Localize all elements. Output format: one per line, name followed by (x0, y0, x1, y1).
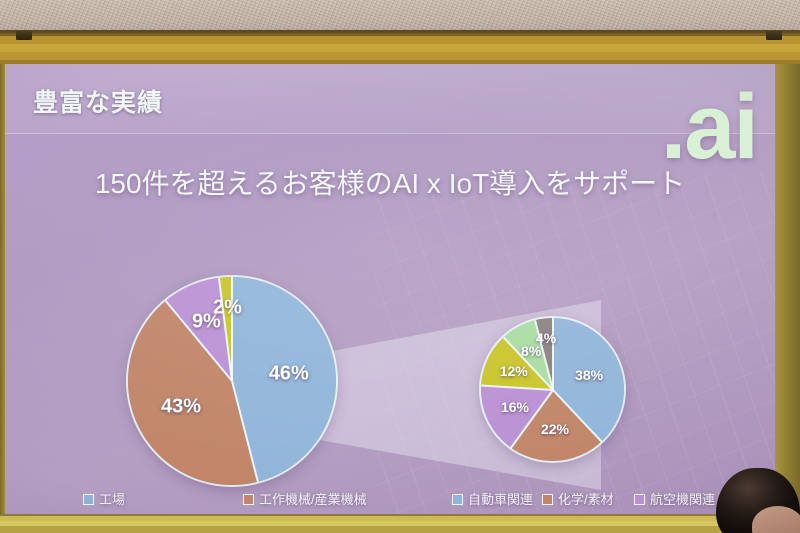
screen-frame-right (775, 64, 800, 516)
ceiling-texture (0, 0, 800, 34)
pie-slice-label: 22% (540, 420, 569, 437)
legend-label: 工作機械/産業機械 (259, 492, 367, 507)
legend-label: 化学/素材 (558, 492, 614, 507)
pie-slice-label: 16% (500, 399, 529, 416)
slide-header-band (5, 64, 775, 134)
pie-slice-label: 9% (191, 310, 221, 333)
pie-slice-label: 38% (575, 367, 604, 384)
pie-slice-separator (551, 388, 603, 443)
legend-right-item: 自動車関連 (452, 493, 542, 506)
pie-slice-separator (164, 300, 233, 382)
screen-mount-bracket-right (766, 31, 782, 40)
ai-logo: .ai (660, 76, 759, 178)
pie-slice-label: 46% (268, 362, 309, 385)
screen-frame-bottom (0, 514, 800, 533)
pie-chart-right: 38% 22% 16% 12% 8% 4% (481, 318, 624, 461)
pie-slice-separator (551, 318, 554, 390)
pie-chart-left: 46% 43% 9% 2% (128, 277, 336, 485)
legend-right-item: 航空機関連 (634, 493, 744, 506)
slide-canvas: 豊富な実績 .ai 150件を超えるお客様のAI x IoT導入をサポート 46… (5, 64, 775, 514)
legend-swatch-icon (83, 494, 94, 505)
pie-slice-separator (217, 277, 233, 382)
legend-label: 工場 (99, 492, 126, 507)
pie-slice-separator (509, 388, 554, 448)
screen-mount-bracket-left (16, 31, 32, 40)
pie-slice-separator (533, 319, 554, 390)
pie-slice-separator (231, 380, 259, 482)
legend-label: 航空機関連 (650, 492, 716, 507)
audience-head-silhouette (716, 462, 800, 533)
legend-left-item: 工作機械/産業機械 (243, 493, 423, 506)
face-shape (752, 506, 800, 533)
slide-headline: 150件を超えるお客様のAI x IoT導入をサポート (94, 168, 686, 199)
legend-right-item: 化学/素材 (542, 493, 634, 506)
screen-frame-left (0, 64, 5, 516)
legend-swatch-icon (542, 494, 553, 505)
legend-swatch-icon (452, 494, 463, 505)
pie-slice-label: 8% (521, 342, 542, 359)
pie-slice-label: 43% (161, 395, 202, 418)
pie-slice-label: 2% (212, 296, 242, 319)
projector-screen-top-bar (0, 30, 800, 68)
pie-slice-separator (502, 336, 554, 391)
legend-left-item: 工場 (83, 493, 243, 506)
pie-slice-label: 12% (499, 363, 528, 380)
pie-slice-separator (231, 277, 233, 381)
legend-swatch-icon (243, 494, 254, 505)
pie-slice-label: 4% (535, 330, 557, 347)
slide-title: 豊富な実績 (33, 89, 164, 117)
legend-swatch-icon (634, 494, 645, 505)
legend-label: 自動車関連 (468, 492, 534, 507)
pie-slice-separator (481, 384, 553, 391)
